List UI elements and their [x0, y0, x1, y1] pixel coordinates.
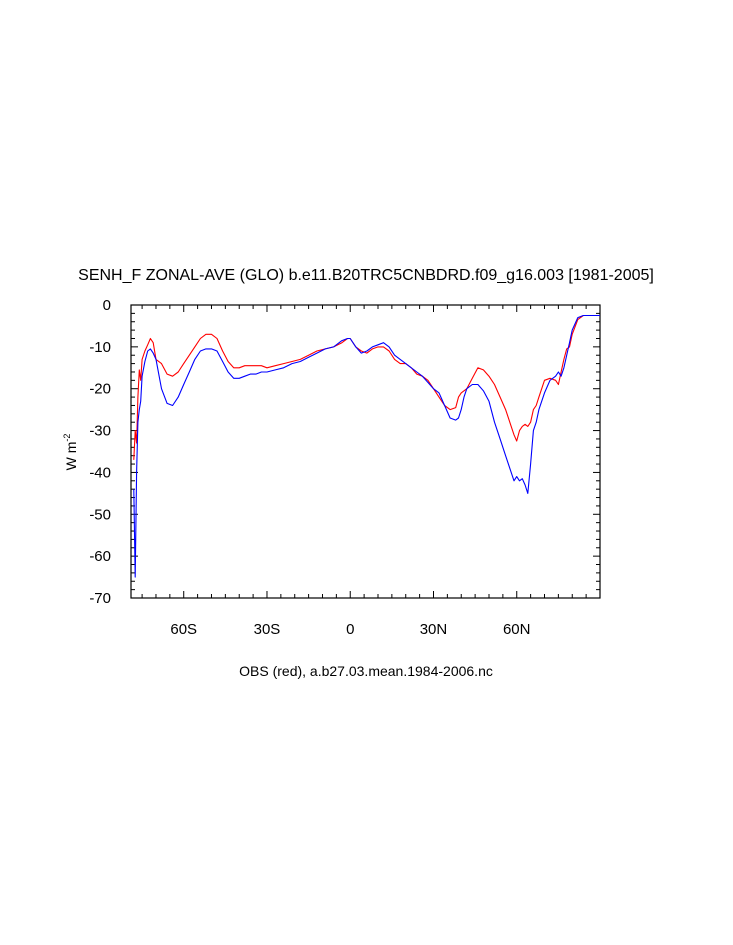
x-tick-label: 60N — [503, 621, 531, 638]
y-tick-label: -40 — [89, 464, 111, 481]
series-line-blue — [133, 314, 600, 578]
y-axis-label: W m-2 — [62, 434, 79, 471]
y-tick-label: -70 — [89, 590, 111, 607]
x-tick-label: 30S — [254, 621, 281, 638]
y-tick-label: -10 — [89, 339, 111, 356]
y-tick-labels: 0 -10 -20 -30 -40 -50 -60 -70 — [89, 297, 111, 607]
x-axis-label: OBS (red), a.b27.03.mean.1984-2006.nc — [239, 663, 493, 679]
y-tick-label: -20 — [89, 381, 111, 398]
y-axis-label-sup: -2 — [62, 434, 72, 442]
x-tick-labels: 60S 30S 0 30N 60N — [170, 621, 530, 638]
y-tick-label: -30 — [89, 423, 111, 440]
series-layer — [133, 314, 600, 578]
y-tick-label: -60 — [89, 548, 111, 565]
y-axis-label-base: W m — [63, 442, 79, 471]
x-tick-label: 30N — [420, 621, 448, 638]
y-tick-label: 0 — [103, 297, 111, 314]
x-tick-label: 60S — [170, 621, 197, 638]
series-line-red — [133, 314, 600, 460]
x-tick-label: 0 — [346, 621, 354, 638]
y-tick-label: -50 — [89, 506, 111, 523]
plot-frame — [130, 304, 601, 599]
chart-title: SENH_F ZONAL-AVE (GLO) b.e11.B20TRC5CNBD… — [78, 267, 654, 284]
y-tick-marks — [131, 304, 600, 599]
